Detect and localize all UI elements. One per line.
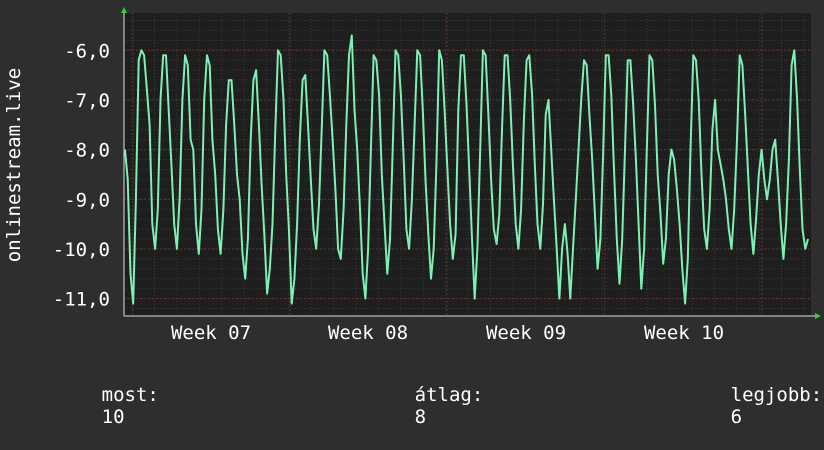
- y-axis-arrow: [121, 7, 127, 13]
- y-tick-label: -7,0: [64, 90, 110, 112]
- series-line: [124, 34, 809, 305]
- x-tick-label: Week 07: [171, 322, 251, 344]
- y-tick-label: -10,0: [53, 239, 110, 261]
- y-tick-label: -11,0: [53, 289, 110, 311]
- y-tick-label: -8,0: [64, 140, 110, 162]
- grid: [124, 13, 811, 316]
- stat-now-label: most:: [101, 384, 159, 406]
- x-tick-label: Week 08: [328, 322, 408, 344]
- stat-best-label: legjobb:: [730, 384, 823, 406]
- y-tick-label: -6,0: [64, 40, 110, 62]
- stat-now-value: 10: [101, 406, 125, 428]
- chart-panel: -6,0 -7,0 -8,0 -9,0 -10,0 -11,0 Week 07 Week 0…: [0, 7, 824, 428]
- stats-bar: most: 10 átlag: 8 legjobb: 6: [0, 362, 824, 428]
- y-ticks: -6,0 -7,0 -8,0 -9,0 -10,0 -11,0: [53, 40, 110, 310]
- x-tick-label: Week 10: [644, 322, 724, 344]
- axes: [121, 7, 821, 319]
- chart-svg: -6,0-7,0-8,0-9,0-10,0-11,0 Week 07 Week 0…: [3, 7, 821, 344]
- stat-average-label: átlag:: [414, 384, 484, 406]
- stat-average-value: 8: [414, 406, 427, 428]
- stat-average: átlag: 8: [346, 362, 484, 450]
- y-axis-label: onlinestream.live: [3, 68, 25, 262]
- y-tick-label: -9,0: [64, 189, 110, 211]
- x-ticks: Week 07 Week 08 Week 09 Week 10: [171, 322, 724, 344]
- x-axis-arrow: [815, 313, 821, 319]
- stat-now: most: 10: [33, 362, 159, 450]
- stat-best-value: 6: [730, 406, 743, 428]
- x-tick-label: Week 09: [486, 322, 566, 344]
- stat-best: legjobb: 6: [662, 362, 823, 450]
